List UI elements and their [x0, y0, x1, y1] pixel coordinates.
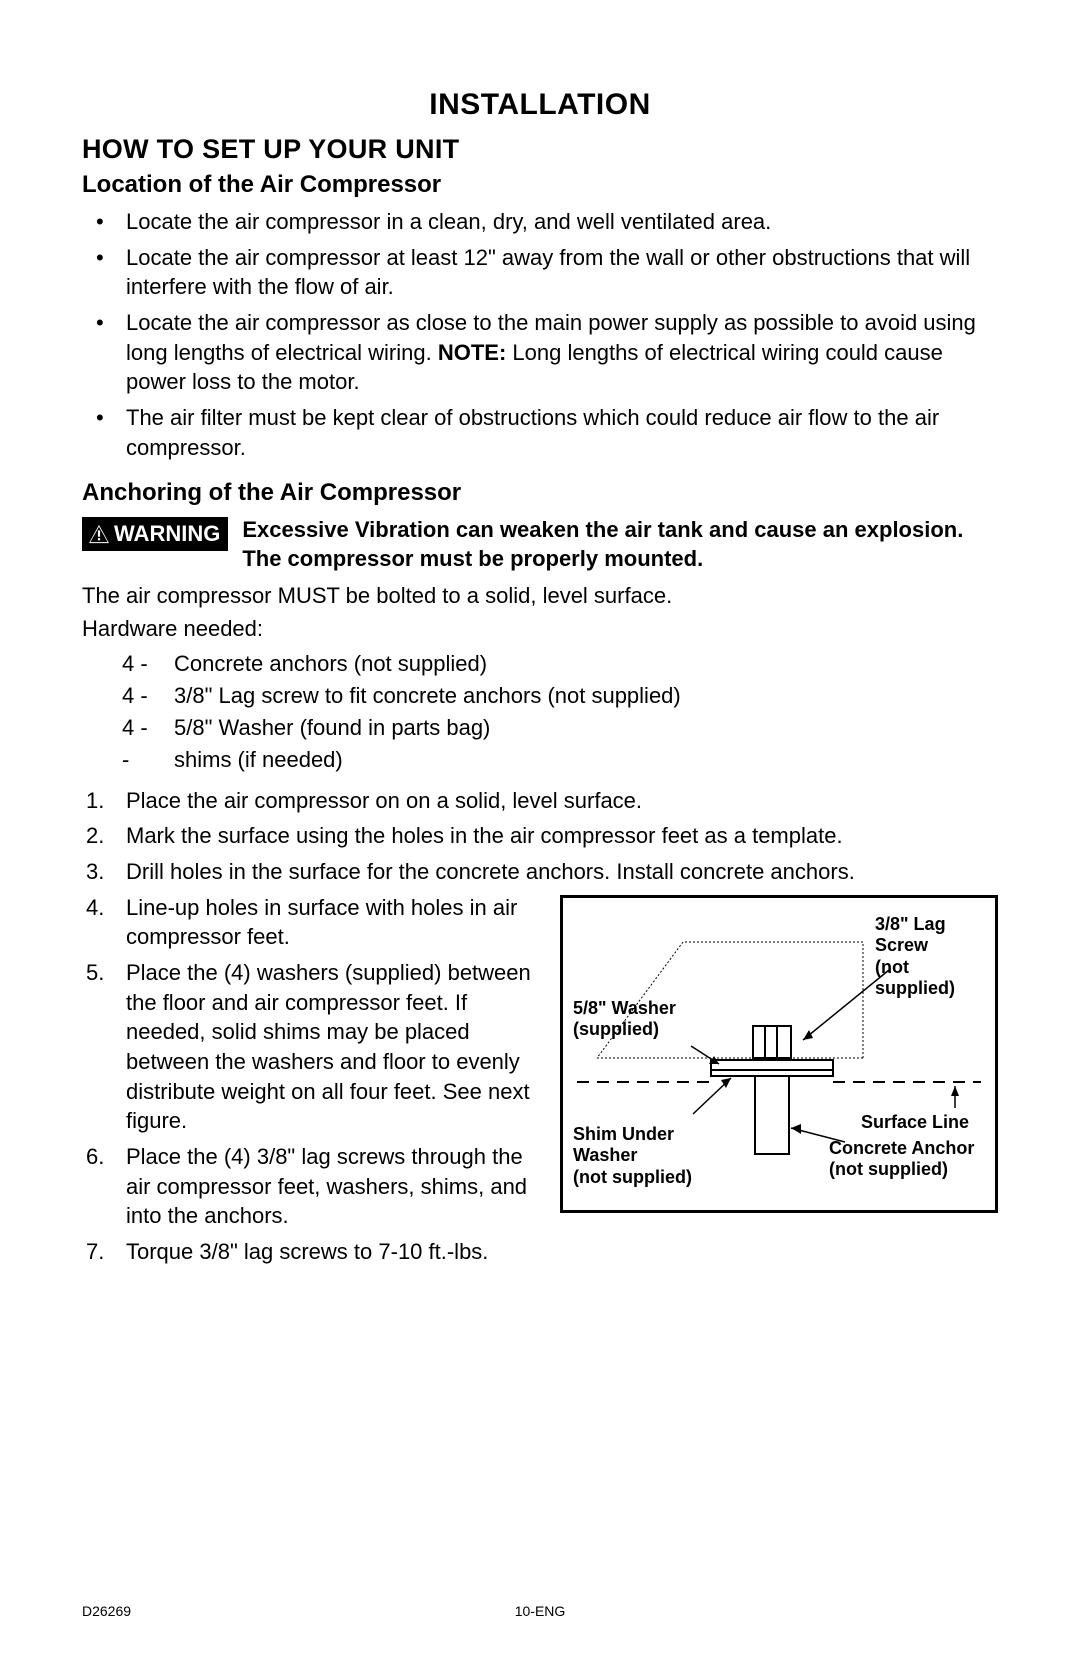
warning-triangle-icon — [88, 524, 110, 544]
hardware-label: Hardware needed: — [82, 614, 998, 644]
hardware-qty: 4 - — [122, 648, 166, 680]
hardware-qty: 4 - — [122, 712, 166, 744]
footer-center: 10-ENG — [387, 1603, 692, 1619]
warning-label: WARNING — [114, 521, 220, 547]
hardware-qty: - — [122, 744, 166, 776]
note-label: NOTE: — [438, 340, 506, 365]
warning-row: WARNING Excessive Vibration can weaken t… — [82, 515, 998, 573]
list-item: Locate the air compressor as close to th… — [82, 308, 998, 397]
subheading-location: Location of the Air Compressor — [82, 171, 998, 199]
location-bullet-list: Locate the air compressor in a clean, dr… — [82, 207, 998, 463]
fig-label-washer: 5/8" Washer (supplied) — [573, 998, 676, 1041]
steps-list: Place the air compressor on on a solid, … — [82, 786, 998, 887]
bolted-text: The air compressor MUST be bolted to a s… — [82, 581, 998, 611]
step-item: Place the (4) washers (supplied) between… — [82, 958, 544, 1136]
footer-left: D26269 — [82, 1603, 387, 1619]
footer-right — [693, 1603, 998, 1619]
subheading-anchoring: Anchoring of the Air Compressor — [82, 479, 998, 507]
step-item: Drill holes in the surface for the concr… — [82, 857, 998, 887]
list-item: 4 -Concrete anchors (not supplied) — [82, 648, 998, 680]
list-item: Locate the air compressor at least 12" a… — [82, 243, 998, 302]
fig-label-lag-screw: 3/8" Lag Screw (not supplied) — [875, 914, 955, 1000]
section-heading: HOW TO SET UP YOUR UNIT — [82, 134, 998, 165]
warning-badge: WARNING — [82, 517, 228, 551]
page-title: INSTALLATION — [82, 88, 998, 122]
list-item: -shims (if needed) — [82, 744, 998, 776]
anchor-figure: 3/8" Lag Screw (not supplied) 5/8" Washe… — [560, 895, 998, 1213]
step-item: Place the air compressor on on a solid, … — [82, 786, 998, 816]
hardware-qty: 4 - — [122, 680, 166, 712]
list-item: 4 -3/8" Lag screw to fit concrete anchor… — [82, 680, 998, 712]
fig-label-anchor: Concrete Anchor (not supplied) — [829, 1138, 974, 1181]
list-item: 4 -5/8" Washer (found in parts bag) — [82, 712, 998, 744]
list-item: Locate the air compressor in a clean, dr… — [82, 207, 998, 237]
fig-label-surface: Surface Line — [861, 1112, 969, 1134]
steps-4-6: Line-up holes in surface with holes in a… — [82, 893, 544, 1232]
step-7: Torque 3/8" lag screws to 7-10 ft.-lbs. — [82, 1237, 998, 1267]
page-footer: D26269 10-ENG — [82, 1603, 998, 1619]
steps-left-column: Line-up holes in surface with holes in a… — [82, 893, 544, 1238]
step-item: Line-up holes in surface with holes in a… — [82, 893, 544, 952]
two-column-row: Line-up holes in surface with holes in a… — [82, 893, 998, 1238]
hardware-list: 4 -Concrete anchors (not supplied)4 -3/8… — [82, 648, 998, 776]
list-item: The air filter must be kept clear of obs… — [82, 403, 998, 462]
fig-label-shim: Shim Under Washer (not supplied) — [573, 1124, 692, 1189]
step-7-list: Torque 3/8" lag screws to 7-10 ft.-lbs. — [82, 1237, 998, 1267]
step-item: Mark the surface using the holes in the … — [82, 821, 998, 851]
warning-text: Excessive Vibration can weaken the air t… — [242, 515, 998, 573]
step-item: Place the (4) 3/8" lag screws through th… — [82, 1142, 544, 1231]
